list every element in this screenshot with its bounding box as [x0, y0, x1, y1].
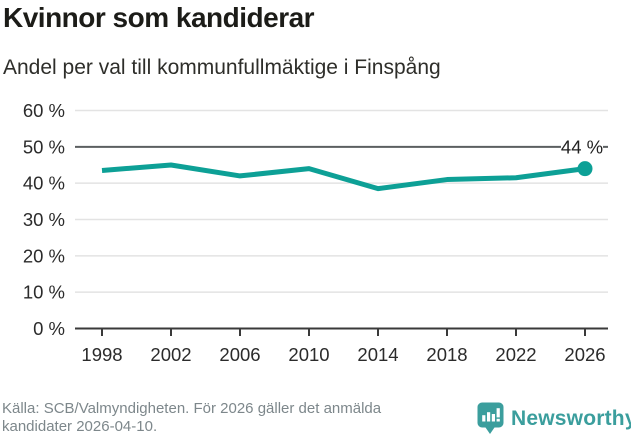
data-line [101, 162, 586, 192]
x-axis-label: 1998 [81, 344, 122, 365]
end-point-value-label: 44 % [561, 136, 603, 157]
y-axis-label: 20 % [23, 245, 65, 266]
x-axis-label: 2026 [564, 344, 605, 365]
newsworthy-logo-icon [477, 402, 504, 434]
y-axis-label: 60 % [23, 100, 65, 121]
logo-exclamation-stem [496, 408, 500, 418]
x-axis-label: 2002 [150, 344, 191, 365]
newsworthy-logo: Newsworthy [477, 402, 631, 435]
x-axis-label: 2006 [219, 344, 260, 365]
logo-exclamation-dot [496, 418, 500, 422]
y-axis-label: 50 % [23, 136, 65, 157]
y-axis-label: 10 % [23, 282, 65, 303]
end-point-dot [577, 161, 593, 177]
y-axis-label: 30 % [23, 209, 65, 230]
logo-bar-tall [491, 414, 495, 422]
x-axis-label: 2022 [495, 344, 536, 365]
newsworthy-logo-text: Newsworthy [511, 406, 631, 430]
x-axis-label: 2018 [426, 344, 467, 365]
source-note: Källa: SCB/Valmyndigheten. För 2026 gäll… [2, 400, 470, 436]
y-axis-label: 40 % [23, 173, 65, 194]
chart-subtitle: Andel per val till kommunfullmäktige i F… [3, 56, 441, 79]
logo-bar-medium [487, 412, 491, 422]
end-label-background [561, 135, 603, 158]
y-axis-label: 0 % [33, 318, 65, 339]
source-note-line2: kandidater 2026-04-10. [2, 418, 158, 435]
logo-bar-small [482, 415, 486, 422]
source-note-line1: Källa: SCB/Valmyndigheten. För 2026 gäll… [2, 400, 382, 417]
chart-title: Kvinnor som kandiderar [3, 2, 315, 33]
x-axis-label: 2010 [288, 344, 329, 365]
x-axis-label: 2014 [357, 344, 398, 365]
